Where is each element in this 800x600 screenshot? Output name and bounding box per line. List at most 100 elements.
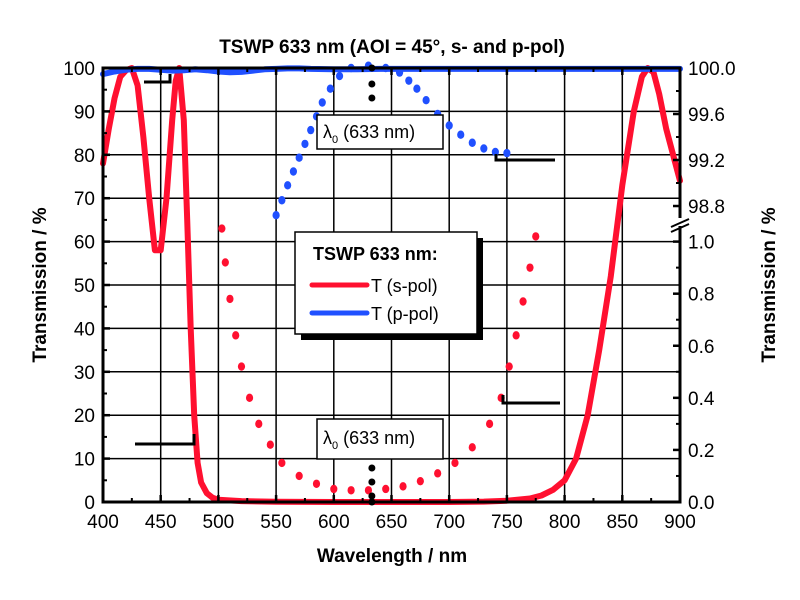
series-dot-2 [505,362,513,371]
y2-tick-label: 0.4 [688,389,715,410]
annotation-text: λ0 (633 nm) [323,122,415,146]
lambda0-marker-dot [368,464,376,472]
axis-indicator-arrows [135,74,560,446]
axis-break-mark [670,223,690,233]
series-dot-2 [485,419,494,429]
series-line-0 [100,65,683,505]
series-dot-3 [335,71,344,81]
y2-upper-tick-label: 98.8 [688,197,725,218]
lambda-rest: (633 nm) [338,428,415,448]
series-dot-3 [395,68,404,77]
y2-tick-label: 0.6 [688,337,714,358]
axis-break-mark [670,218,690,228]
y-axis-label: Transmission / % [30,207,51,362]
x-tick-label: 850 [606,512,638,533]
series-dot-2 [218,224,226,233]
series-dot-2 [532,232,540,241]
series-dot-2 [347,486,355,495]
y2-upper-tick-label: 99.6 [688,105,725,126]
series-dot-2 [526,263,534,272]
series-dot-3 [503,148,511,158]
y2-tick-label: 0.8 [688,285,714,306]
lambda-symbol: λ [323,122,332,142]
y2-upper-tick-label: 100.0 [688,59,736,80]
series-dot-3 [480,144,488,153]
x-axis-label: Wavelength / nm [317,546,467,567]
y2-axis-label: Transmission / % [759,207,780,362]
series-dot-2 [364,486,373,495]
x-tick-label: 650 [376,512,408,533]
legend-label-s-pol: T (s-pol) [371,276,438,296]
series-dot-2 [468,443,476,452]
x-tick-label: 600 [318,512,350,533]
lambda-symbol: λ [323,428,332,448]
y-tick-label: 70 [74,189,95,210]
series-dot-2 [232,331,240,340]
series-dot-2 [312,479,321,488]
y-tick-label: 10 [74,450,95,471]
y2-tick-label: 0.0 [688,493,714,514]
series-dot-2 [512,331,520,340]
x-tick-label: 450 [145,512,177,533]
chart-title: TSWP 633 nm (AOI = 45°, s- and p-pol) [219,37,565,58]
annotation-lambda0-top: λ0 (633 nm) [316,114,444,150]
arrow-s-pol-left-axis [135,434,196,446]
annotation-box [316,114,444,150]
lambda-subscript: 0 [332,134,338,146]
series-dot-3 [413,84,421,93]
ticks: 400 450 500 550 600 650 700 750 800 850 9000102030… [63,59,735,533]
x-tick-label: 400 [87,512,119,533]
y2-tick-label: 0.2 [688,441,714,462]
series-dot-3 [318,98,326,107]
x-tick-label: 700 [433,512,465,533]
series-dot-3 [301,139,309,149]
series-dot-2 [237,362,246,371]
legend-label-p-pol: T (p-pol) [371,304,439,324]
annotation-box [316,418,444,460]
x-tick-label: 750 [491,512,523,533]
x-tick-label: 500 [203,512,235,533]
x-tick-label: 900 [664,512,696,533]
lambda-subscript: 0 [332,440,338,452]
y-tick-label: 40 [74,319,95,340]
annotation-text: λ0 (633 nm) [323,428,415,452]
y-tick-label: 90 [74,102,95,123]
series-dot-3 [457,130,465,139]
series-dot-2 [278,458,286,468]
y-tick-label: 0 [84,493,95,514]
series-dot-3 [326,84,334,93]
series-dot-2 [416,476,424,486]
y2-tick-label: 1.0 [688,233,714,254]
series-dot-3 [445,121,453,130]
legend-title: TSWP 633 nm: [313,244,438,264]
series-dot-3 [295,153,303,162]
arrow-blue-left-axis [144,74,172,84]
series-dot-3 [272,211,280,220]
series-dot-2 [451,458,459,468]
y2-upper-tick-label: 99.2 [688,151,725,172]
y-tick-label: 30 [74,363,95,384]
y-tick-label: 60 [74,233,95,254]
series-dot-2 [295,471,303,481]
series-dot-3 [278,196,286,205]
series-dot-2 [221,258,229,267]
series-dot-2 [255,419,263,429]
series-dot-2 [399,482,407,491]
series-dot-3 [289,167,298,176]
lambda-rest: (633 nm) [338,122,415,142]
series-dot-2 [226,294,234,304]
series-dot-2 [330,484,338,494]
x-tick-label: 550 [260,512,292,533]
y-tick-label: 100 [63,59,95,80]
arrow-blue-zoom-right-axis [494,154,555,162]
y-tick-label: 20 [74,406,95,427]
series-dot-3 [307,125,315,135]
legend: TSWP 633 nm: T (s-pol) T (p-pol) [294,231,483,340]
series-dot-3 [468,138,476,147]
series-dot-2 [434,469,442,478]
series-dot-2 [382,484,390,494]
y-tick-label: 50 [74,276,95,297]
series-dot-2 [266,440,274,449]
x-tick-label: 800 [549,512,581,533]
